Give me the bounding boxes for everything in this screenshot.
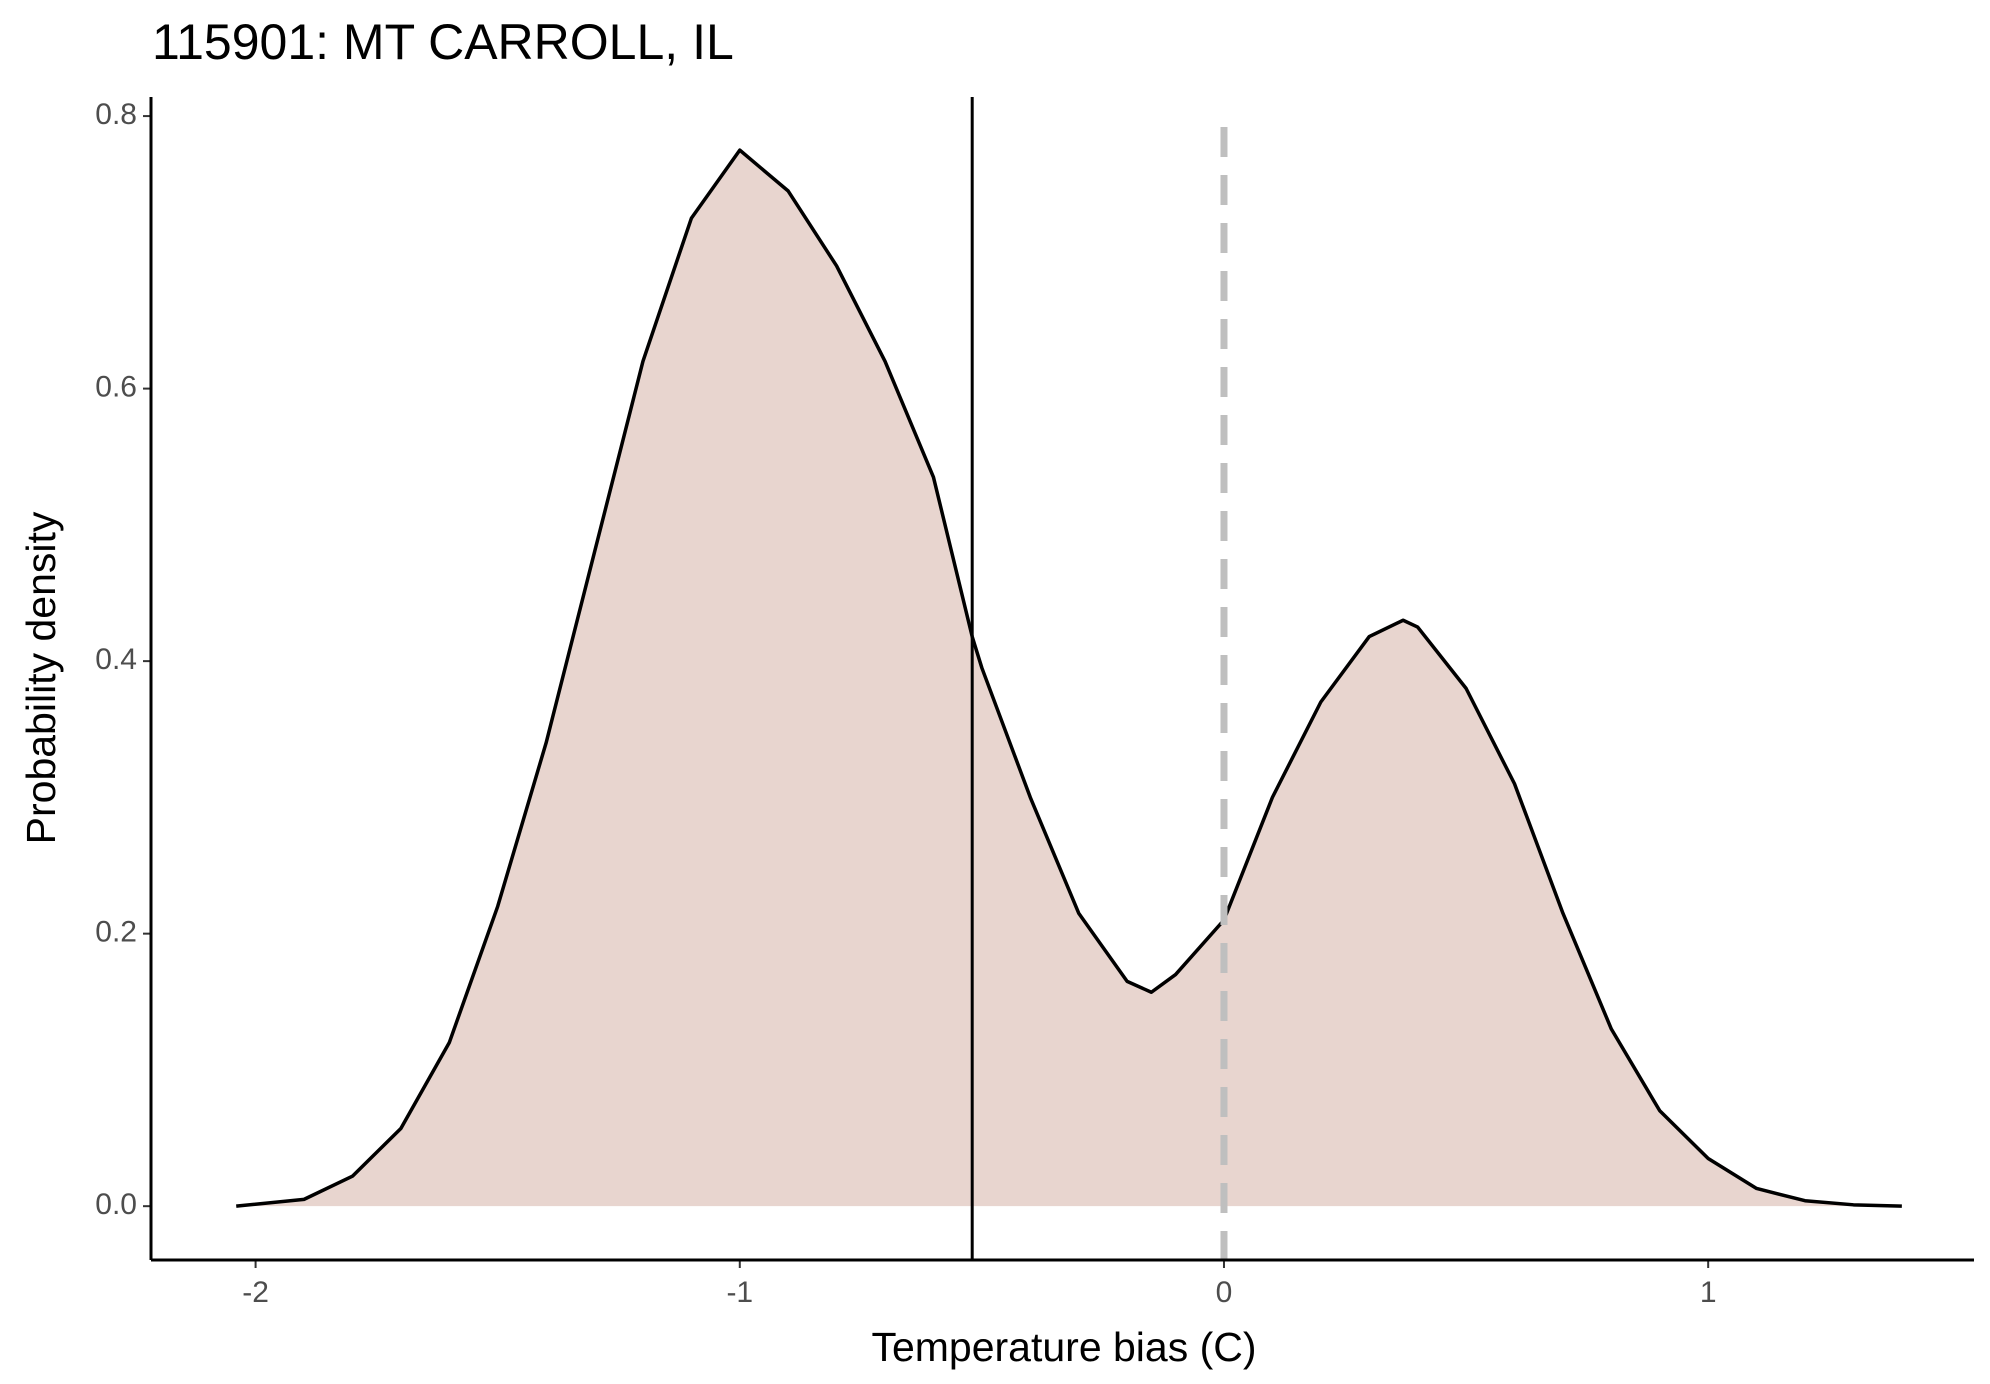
density-line xyxy=(236,148,1902,1208)
x-tick-label: 0 xyxy=(1216,1276,1233,1309)
density-area xyxy=(236,150,1902,1207)
y-tick-label: 0.0 xyxy=(95,1188,137,1221)
x-tick-label: 1 xyxy=(1700,1276,1717,1309)
x-tick-label: -2 xyxy=(242,1276,269,1309)
y-tick-label: 0.4 xyxy=(95,643,137,676)
x-axis-title: Temperature bias (C) xyxy=(871,1324,1256,1370)
y-tick-label: 0.8 xyxy=(95,98,137,131)
y-tick-label: 0.6 xyxy=(95,371,137,404)
chart-title: 115901: MT CARROLL, IL xyxy=(152,14,734,70)
x-tick-label: -1 xyxy=(726,1276,753,1309)
y-axis-title: Probability density xyxy=(18,511,64,844)
y-tick-label: 0.2 xyxy=(95,916,137,949)
